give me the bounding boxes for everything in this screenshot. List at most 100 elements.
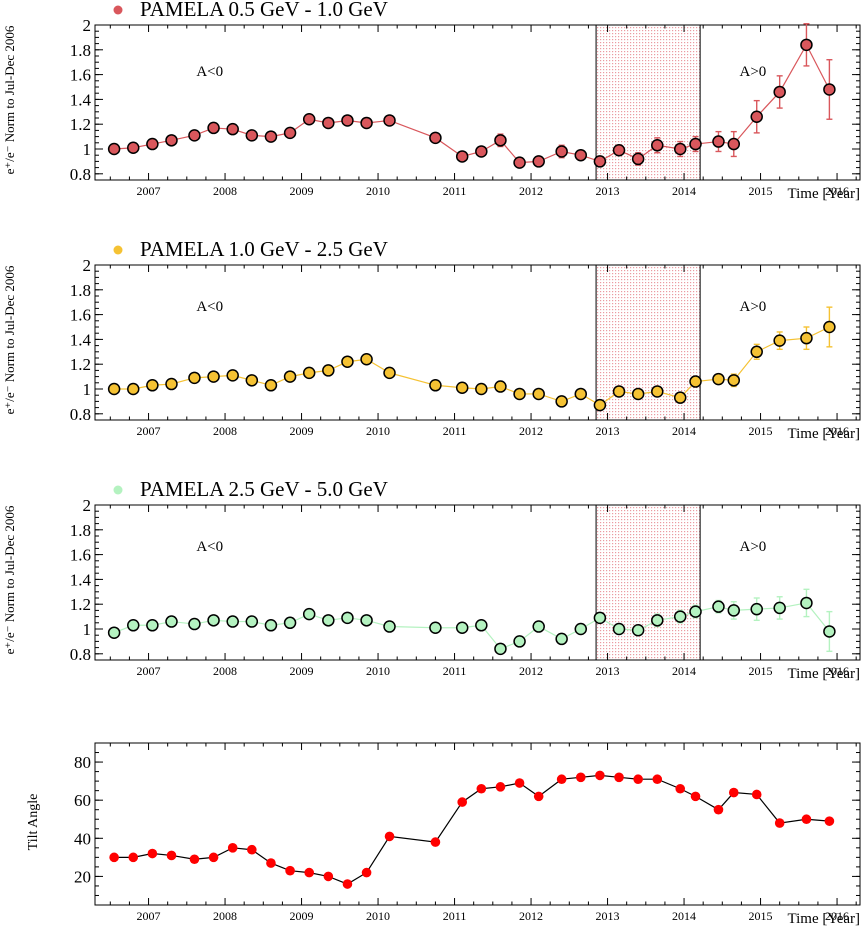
panel-1: 2007 2008 2009 2010 2011 2012 2013 2014 2015 2016…	[2, 237, 860, 442]
data-point	[713, 136, 724, 147]
data-point	[304, 114, 315, 125]
data-point	[228, 843, 238, 853]
x-tick-label: 2008	[213, 424, 237, 438]
data-point	[496, 782, 506, 792]
data-point	[247, 845, 257, 855]
data-point	[557, 774, 567, 784]
x-tick-label: 2012	[519, 909, 543, 923]
data-point	[801, 597, 812, 608]
data-point	[457, 151, 468, 162]
x-tick-label: 2015	[749, 184, 773, 198]
y-tick-label: 60	[74, 791, 91, 810]
plot-frame	[95, 743, 860, 905]
data-point	[774, 335, 785, 346]
data-point	[802, 814, 812, 824]
x-tick-label: 2008	[213, 664, 237, 678]
legend-marker	[114, 246, 123, 255]
data-point	[189, 619, 200, 630]
data-point	[128, 853, 138, 863]
data-point	[614, 624, 625, 635]
data-point	[147, 380, 158, 391]
data-point	[128, 620, 139, 631]
data-point	[265, 131, 276, 142]
data-point	[533, 388, 544, 399]
x-tick-label: 2012	[519, 424, 543, 438]
y-tick-label: 0.8	[70, 165, 91, 184]
data-point	[774, 86, 785, 97]
x-tick-label: 2015	[749, 909, 773, 923]
data-point	[166, 379, 177, 390]
data-point	[430, 132, 441, 143]
x-axis-label: Time [Year]	[787, 426, 860, 442]
data-point	[109, 144, 120, 155]
data-point	[189, 372, 200, 383]
data-point	[285, 866, 295, 876]
data-point	[534, 792, 544, 802]
data-point	[208, 122, 219, 133]
plot-frame	[95, 25, 860, 180]
data-point	[824, 322, 835, 333]
data-point	[209, 853, 219, 863]
data-point	[246, 616, 257, 627]
data-point	[675, 392, 686, 403]
y-axis-label: e⁺/e⁻ Norm to Jul-Dec 2006	[2, 265, 17, 414]
region-label: A<0	[196, 539, 223, 555]
legend-label: PAMELA 0.5 GeV - 1.0 GeV	[140, 0, 388, 21]
data-point	[713, 374, 724, 385]
data-point	[457, 622, 468, 633]
x-axis-label: Time [Year]	[787, 911, 860, 927]
y-tick-label: 1.6	[70, 66, 91, 85]
legend-marker	[114, 6, 123, 15]
data-point	[477, 784, 487, 794]
data-point	[675, 611, 686, 622]
x-tick-label: 2015	[749, 664, 773, 678]
data-point	[690, 139, 701, 150]
y-tick-label: 1.2	[70, 355, 91, 374]
data-point	[691, 792, 701, 802]
data-point	[594, 400, 605, 411]
data-point	[128, 142, 139, 153]
data-point	[431, 837, 441, 847]
data-point	[384, 367, 395, 378]
x-tick-label: 2007	[137, 184, 161, 198]
x-tick-label: 2010	[366, 909, 390, 923]
data-point	[457, 382, 468, 393]
y-tick-label: 40	[74, 829, 91, 848]
data-point	[246, 130, 257, 141]
data-point	[189, 130, 200, 141]
data-point	[633, 153, 644, 164]
panel-0: 2007 2008 2009 2010 2011 2012 2013 2014 2015 2016…	[2, 0, 860, 202]
region-label: A<0	[196, 299, 223, 315]
data-point	[652, 774, 662, 784]
series-line	[114, 327, 829, 405]
y-tick-label: 2	[83, 496, 92, 515]
x-tick-label: 2013	[596, 424, 620, 438]
x-tick-label: 2013	[596, 184, 620, 198]
data-point	[166, 135, 177, 146]
data-point	[801, 333, 812, 344]
y-tick-label: 1	[83, 140, 92, 159]
y-tick-label: 1.4	[70, 570, 92, 589]
data-point	[342, 356, 353, 367]
data-point	[430, 622, 441, 633]
data-point	[556, 633, 567, 644]
data-point	[714, 805, 724, 815]
legend-label: PAMELA 2.5 GeV - 5.0 GeV	[140, 477, 388, 501]
data-point	[751, 346, 762, 357]
data-point	[167, 851, 177, 861]
data-point	[109, 627, 120, 638]
data-point	[285, 127, 296, 138]
x-tick-label: 2011	[443, 909, 467, 923]
x-tick-label: 2015	[749, 424, 773, 438]
data-point	[652, 140, 663, 151]
x-tick-label: 2007	[137, 664, 161, 678]
x-tick-label: 2008	[213, 184, 237, 198]
panel-2: 2007 2008 2009 2010 2011 2012 2013 2014 2015 2016…	[2, 477, 860, 682]
y-tick-label: 2	[83, 256, 92, 275]
x-tick-label: 2012	[519, 664, 543, 678]
y-axis-label: e⁺/e⁻ Norm to Jul-Dec 2006	[2, 25, 17, 174]
data-point	[384, 621, 395, 632]
data-point	[476, 620, 487, 631]
polarity-transition-band	[596, 25, 700, 180]
data-point	[533, 156, 544, 167]
